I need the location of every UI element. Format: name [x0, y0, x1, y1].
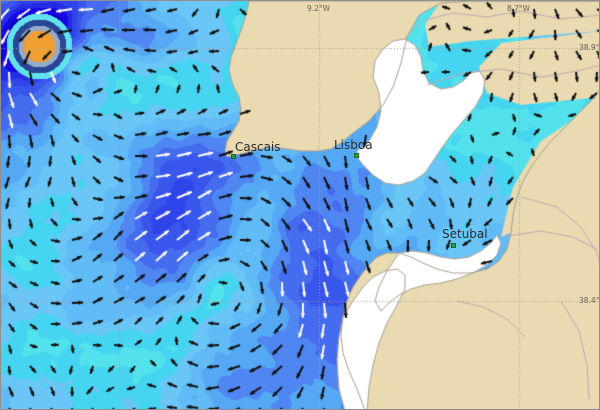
ocean-current-map[interactable]: 9.2°W 8.7°W 38.9°N 38.4°N Cascais Lisboa…: [0, 0, 600, 410]
current-field-canvas: [1, 1, 599, 409]
